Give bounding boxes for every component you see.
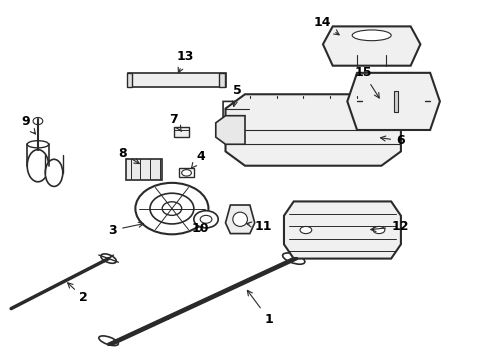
Text: 12: 12 <box>371 220 409 233</box>
Polygon shape <box>225 94 401 166</box>
Polygon shape <box>284 202 401 258</box>
Text: 1: 1 <box>247 291 273 326</box>
Ellipse shape <box>283 253 305 264</box>
Ellipse shape <box>150 193 194 224</box>
Text: 10: 10 <box>192 222 209 235</box>
Text: 11: 11 <box>246 220 272 233</box>
Polygon shape <box>347 73 440 130</box>
Ellipse shape <box>101 254 116 263</box>
Ellipse shape <box>194 211 218 228</box>
Text: 9: 9 <box>21 114 35 134</box>
Ellipse shape <box>45 159 63 186</box>
Text: 8: 8 <box>118 147 139 163</box>
Text: 15: 15 <box>355 66 379 98</box>
Polygon shape <box>128 73 225 87</box>
Bar <box>174 127 189 137</box>
Bar <box>179 168 194 177</box>
Polygon shape <box>216 116 245 144</box>
Text: 3: 3 <box>109 222 144 237</box>
Ellipse shape <box>27 141 49 148</box>
Polygon shape <box>323 26 420 66</box>
Ellipse shape <box>352 30 391 41</box>
Ellipse shape <box>233 212 247 226</box>
Ellipse shape <box>135 183 208 234</box>
Text: 6: 6 <box>381 134 405 147</box>
Bar <box>126 73 132 87</box>
Polygon shape <box>125 158 162 180</box>
Polygon shape <box>225 205 255 234</box>
Ellipse shape <box>200 215 212 223</box>
Ellipse shape <box>300 226 312 234</box>
Bar <box>393 91 398 112</box>
Ellipse shape <box>33 117 43 125</box>
Text: 2: 2 <box>68 283 88 305</box>
Ellipse shape <box>230 109 240 116</box>
Polygon shape <box>223 102 250 121</box>
Text: 7: 7 <box>170 113 181 131</box>
Ellipse shape <box>27 150 49 182</box>
Text: 5: 5 <box>232 84 242 107</box>
Text: 14: 14 <box>313 17 339 35</box>
Ellipse shape <box>373 226 385 234</box>
Text: 4: 4 <box>192 150 205 168</box>
Text: 13: 13 <box>177 50 194 73</box>
Bar <box>219 73 225 87</box>
Ellipse shape <box>99 336 118 346</box>
Ellipse shape <box>162 202 182 215</box>
Ellipse shape <box>182 170 192 176</box>
